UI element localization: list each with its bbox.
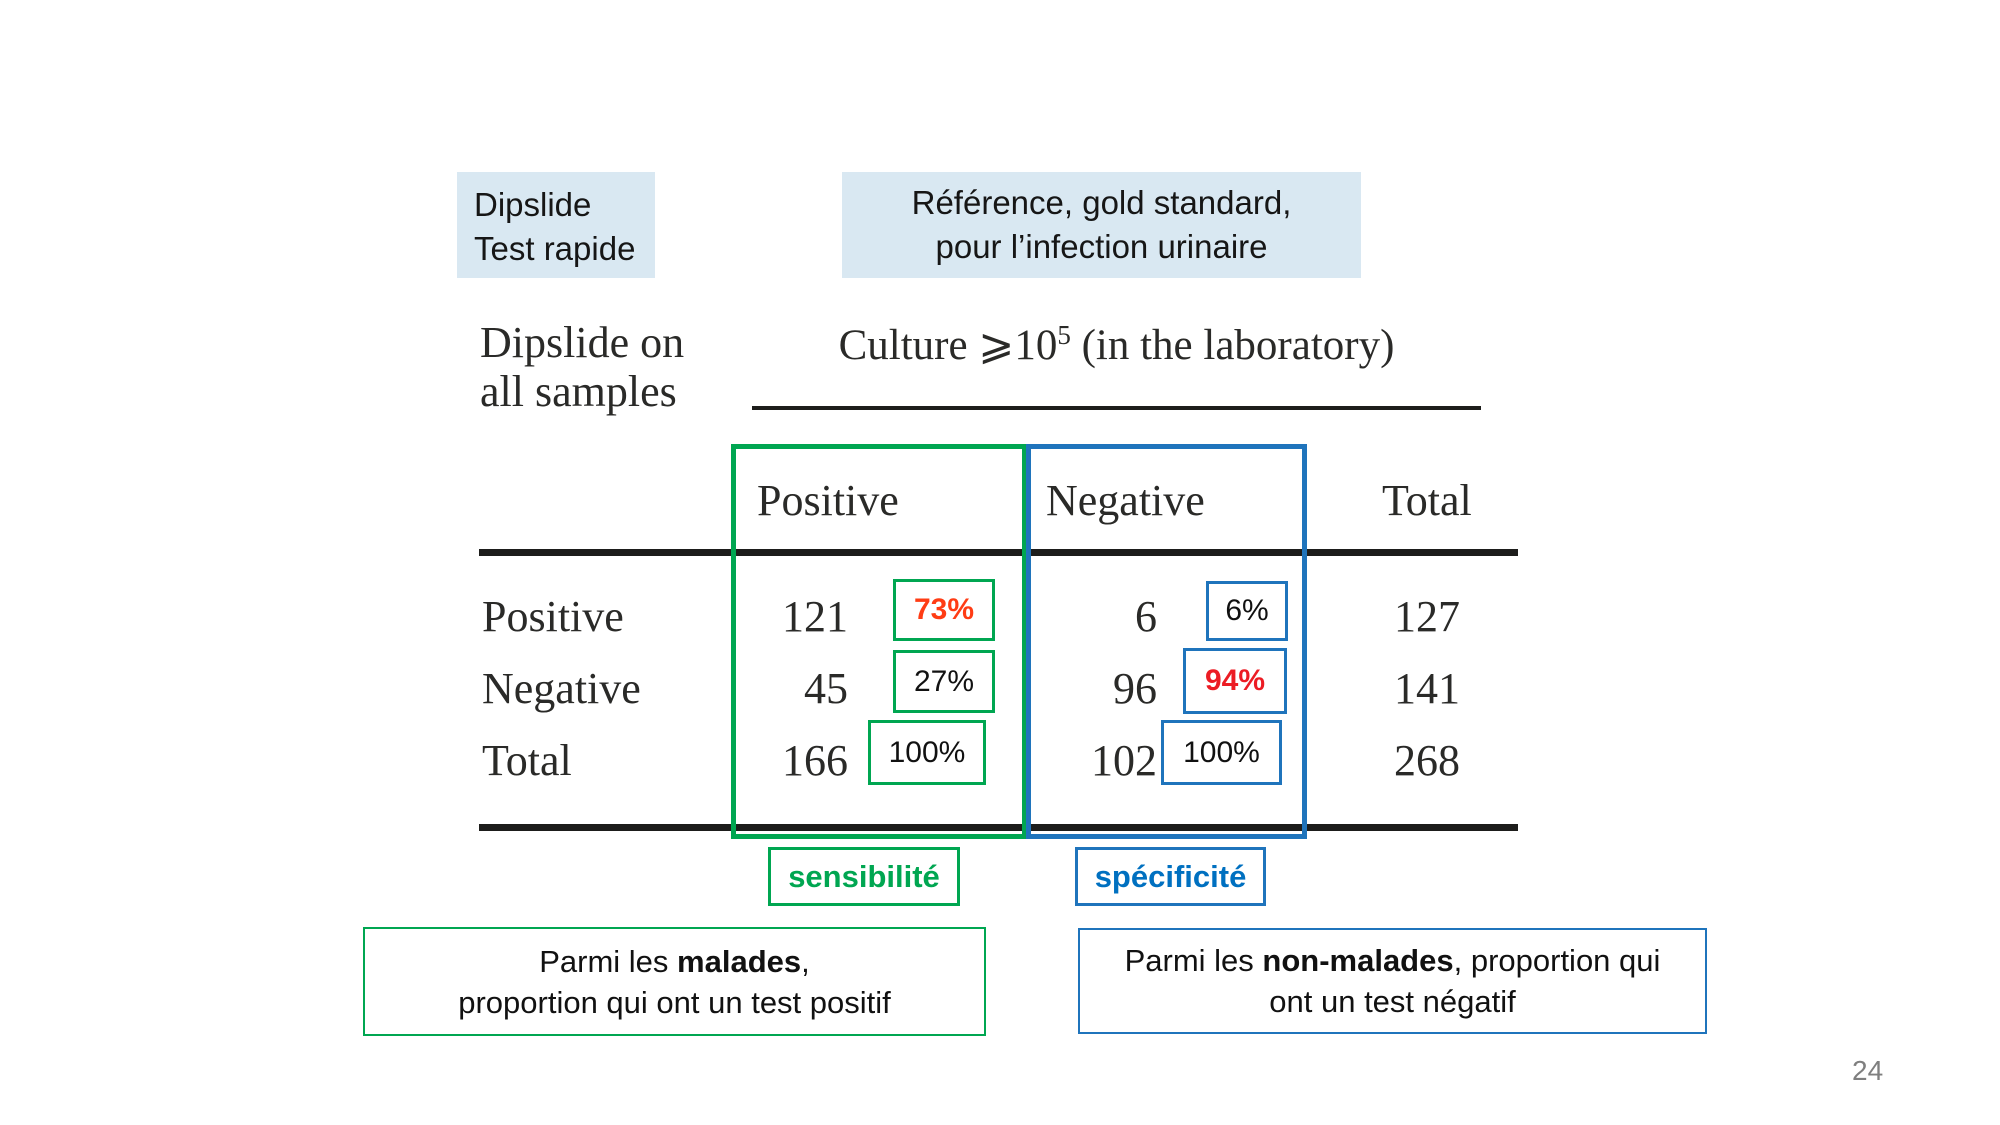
- cell-total-neg-count: 102: [1091, 736, 1157, 785]
- sensitivity-badge: sensibilité: [768, 847, 960, 906]
- table-top-rule: [479, 549, 1518, 556]
- culture-suffix: (in the laboratory): [1070, 322, 1395, 369]
- sensitivity-note-bold: malades: [677, 943, 802, 979]
- row-label-total: Total: [482, 736, 572, 785]
- column-header-negative: Negative: [1046, 476, 1205, 525]
- cell-total-grand-total: 268: [1394, 736, 1460, 785]
- cell-positive-pos-count: 121: [782, 592, 848, 641]
- sensitivity-note-line1: Parmi les malades,: [365, 941, 984, 982]
- cell-total-pos-count: 166: [782, 736, 848, 785]
- sensitivity-note-prefix: Parmi les: [539, 943, 678, 979]
- pct-box-false-positive: 6%: [1206, 581, 1288, 641]
- pct-box-false-negative: 27%: [893, 650, 995, 713]
- test-label-line1: Dipslide: [474, 186, 592, 223]
- table-span-header: Culture ⩾105 (in the laboratory): [752, 320, 1481, 370]
- specificity-badge: spécificité: [1075, 847, 1266, 906]
- cell-negative-pos-count: 45: [804, 664, 848, 713]
- specificity-note-line1: Parmi les non-malades, proportion qui: [1080, 940, 1705, 981]
- table-stub-header: Dipslide on all samples: [480, 318, 740, 416]
- row-label-negative: Negative: [482, 664, 641, 713]
- sensitivity-note: Parmi les malades, proportion qui ont un…: [363, 927, 986, 1036]
- sensitivity-note-suffix: ,: [801, 943, 810, 979]
- specificity-column-frame: [1026, 444, 1307, 839]
- cell-positive-neg-count: 6: [1135, 592, 1157, 641]
- sensitivity-column-frame: [731, 444, 1027, 839]
- cell-negative-total: 141: [1394, 664, 1460, 713]
- pct-box-positive-column-total: 100%: [868, 720, 986, 785]
- specificity-note-line2: ont un test négatif: [1269, 984, 1516, 1019]
- culture-exponent: 5: [1057, 320, 1071, 350]
- culture-prefix: Culture ⩾10: [838, 322, 1058, 369]
- pct-box-sensitivity-positive: 73%: [893, 579, 995, 641]
- reference-label-box: Référence, gold standard, pour l’infecti…: [842, 172, 1361, 278]
- test-label-line2: Test rapide: [474, 230, 636, 267]
- cell-positive-total: 127: [1394, 592, 1460, 641]
- test-label-box: Dipslide Test rapide: [457, 172, 655, 278]
- specificity-note-bold: non-malades: [1262, 943, 1454, 978]
- reference-label-line2: pour l’infection urinaire: [935, 228, 1268, 265]
- span-header-underline: [752, 406, 1481, 410]
- specificity-note-prefix: Parmi les: [1124, 943, 1263, 978]
- pct-box-negative-column-total: 100%: [1161, 720, 1282, 785]
- column-header-total: Total: [1382, 476, 1472, 525]
- table-stub-line2: all samples: [480, 367, 677, 416]
- pct-box-specificity-negative: 94%: [1183, 648, 1287, 714]
- column-header-positive: Positive: [757, 476, 899, 525]
- table-stub-line1: Dipslide on: [480, 318, 685, 367]
- table-bottom-rule: [479, 824, 1518, 831]
- row-label-positive: Positive: [482, 592, 624, 641]
- sensitivity-note-line2: proportion qui ont un test positif: [458, 984, 891, 1020]
- page-number: 24: [1852, 1055, 1884, 1086]
- reference-label-line1: Référence, gold standard,: [911, 184, 1292, 221]
- specificity-note: Parmi les non-malades, proportion qui on…: [1078, 928, 1707, 1034]
- specificity-note-suffix: , proportion qui: [1453, 943, 1661, 978]
- cell-negative-neg-count: 96: [1113, 664, 1157, 713]
